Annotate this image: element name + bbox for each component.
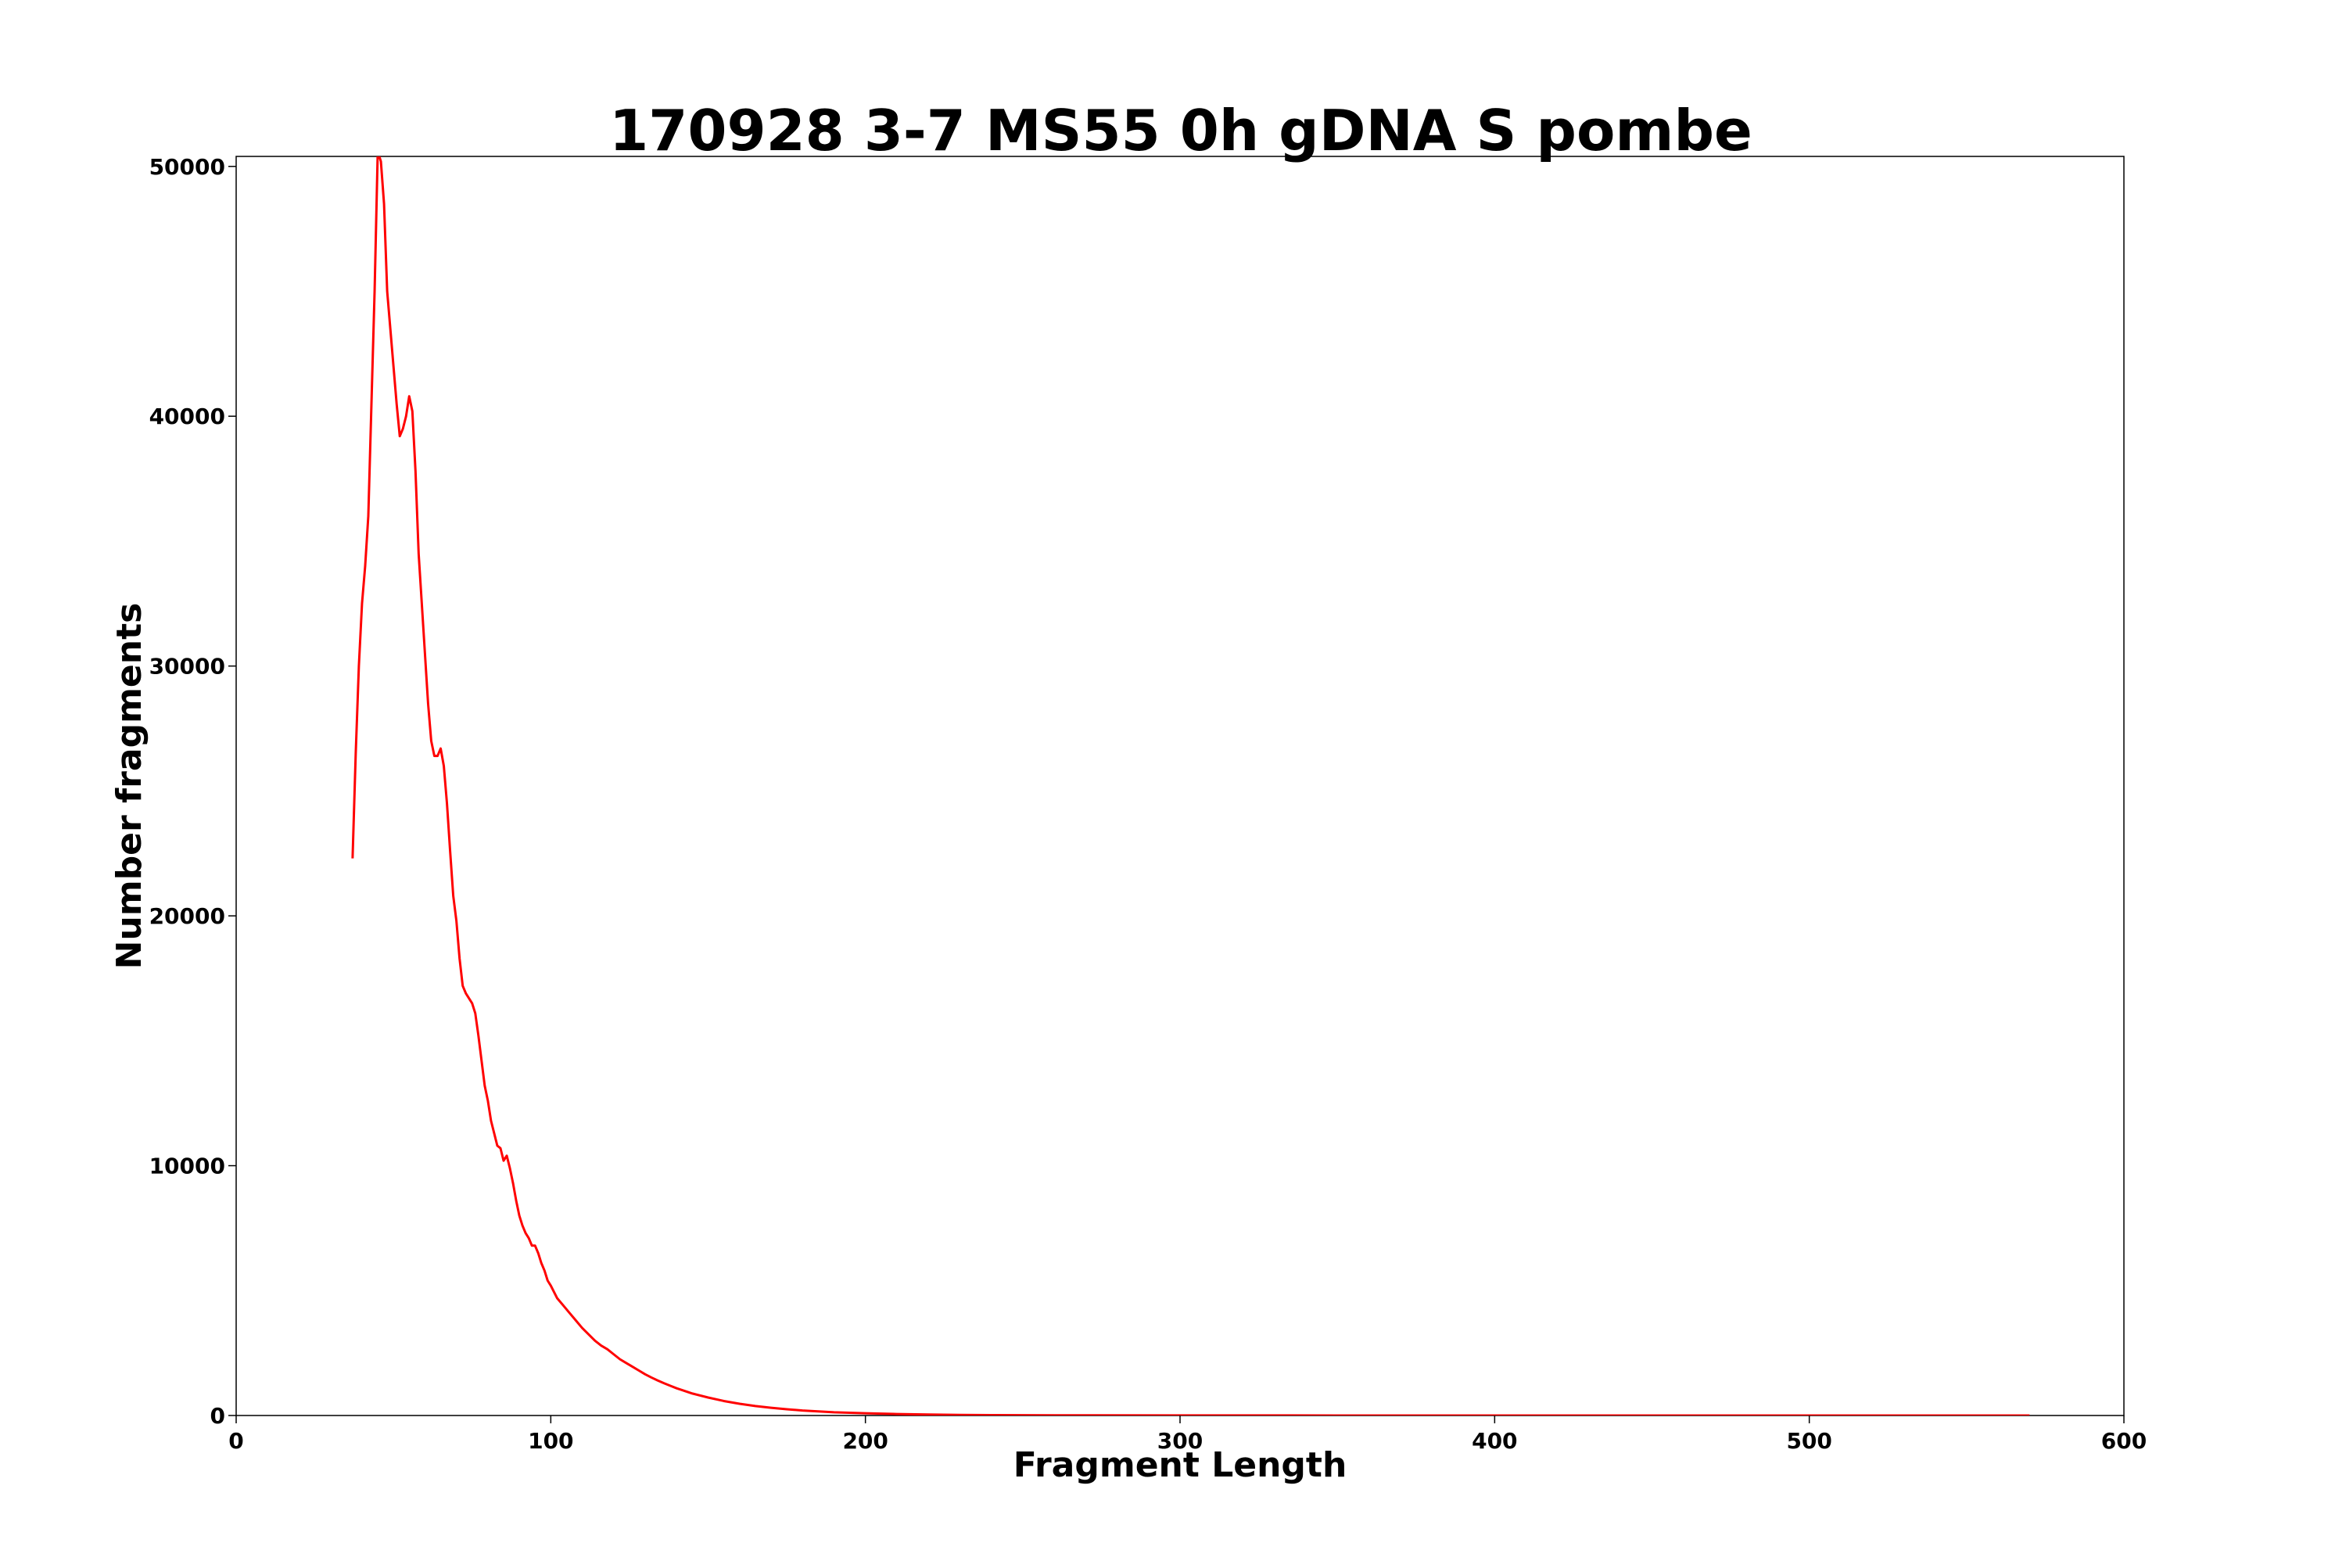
- x-axis: 0 100 200 300 400 500 600: [228, 1416, 2147, 1454]
- series-layer: [351, 156, 2030, 1416]
- x-tick-label: 500: [1786, 1428, 1831, 1454]
- x-tick-label: 600: [2101, 1428, 2147, 1454]
- x-tick-label: 200: [842, 1428, 888, 1454]
- x-tick-label: 300: [1157, 1428, 1203, 1454]
- y-axis: 0 10000 20000 30000 40000 50000: [149, 154, 236, 1429]
- y-axis-label: Number fragments: [109, 603, 149, 970]
- y-tick-label: 10000: [149, 1154, 225, 1179]
- x-tick-label: 100: [528, 1428, 573, 1454]
- x-tick-label: 400: [1472, 1428, 1517, 1454]
- x-axis-label: Fragment Length: [1013, 1445, 1347, 1485]
- series-line: [351, 156, 2030, 1416]
- y-tick-label: 50000: [149, 154, 225, 180]
- chart-title: 170928 3-7 MS55 0h gDNA S pombe: [609, 98, 1752, 163]
- x-tick-label: 0: [228, 1428, 243, 1454]
- y-tick-label: 20000: [149, 903, 225, 929]
- y-tick-label: 30000: [149, 654, 225, 680]
- y-tick-label: 40000: [149, 404, 225, 429]
- y-tick-label: 0: [210, 1403, 225, 1429]
